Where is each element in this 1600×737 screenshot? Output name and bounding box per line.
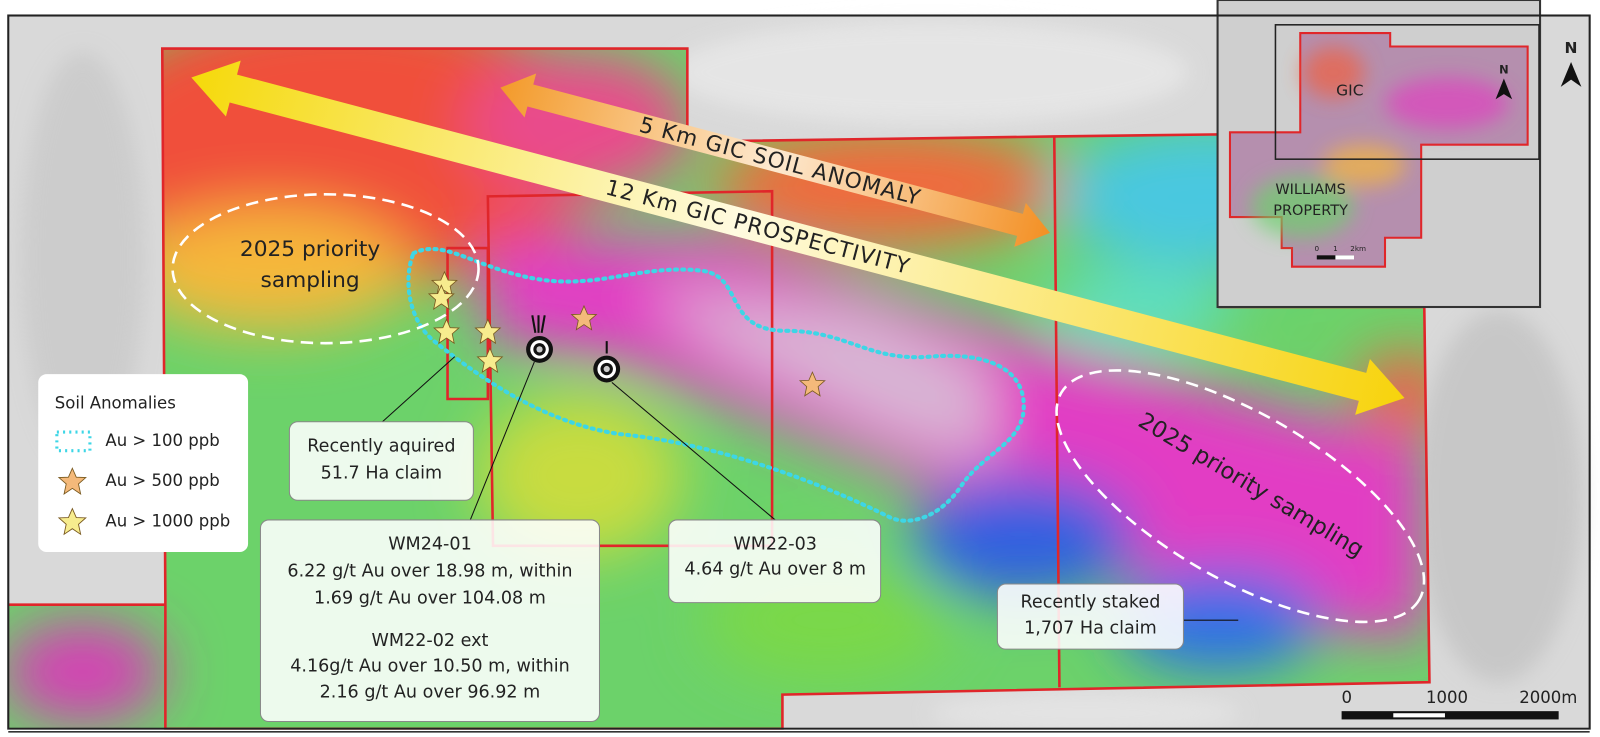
callout-boxes bbox=[259, 421, 1184, 723]
legend: Soil Anomalies Au > 100 ppb Au > 500 ppb… bbox=[38, 374, 249, 552]
scale-bar: 0 1000 2000m bbox=[1341, 688, 1577, 720]
scale-label: 1000 bbox=[1426, 688, 1468, 707]
inset-scale-label: 1 bbox=[1333, 244, 1338, 253]
callout-text: 6.22 g/t Au over 18.98 m, within bbox=[287, 562, 572, 582]
callout-text: 4.16g/t Au over 10.50 m, within bbox=[290, 657, 570, 677]
callout-text: 1,707 Ha claim bbox=[1024, 618, 1157, 638]
inset-label: PROPERTY bbox=[1273, 203, 1348, 219]
callout-text: 4.64 g/t Au over 8 m bbox=[684, 560, 866, 580]
hillshade-texture bbox=[20, 20, 1582, 734]
inset-north: N bbox=[1499, 62, 1509, 76]
callout-text: 1.69 g/t Au over 104.08 m bbox=[314, 588, 546, 608]
callout-text: WM22-02 ext bbox=[372, 631, 489, 651]
drill-holes bbox=[526, 315, 621, 383]
callout-text: 2.16 g/t Au over 96.92 m bbox=[320, 683, 541, 703]
soil-anomaly-100ppb bbox=[406, 246, 1026, 523]
inset-colors bbox=[1250, 46, 1510, 238]
callout-text: 51.7 Ha claim bbox=[321, 463, 443, 483]
map-frame bbox=[7, 14, 1591, 730]
priority-label: 2025 priority bbox=[240, 237, 381, 262]
priority-label: sampling bbox=[261, 268, 360, 293]
legend-symbol bbox=[55, 430, 92, 453]
scale-bar-segment bbox=[1393, 713, 1445, 718]
callout-text: WM24-01 bbox=[388, 535, 472, 555]
legend-label: Au > 500 ppb bbox=[105, 471, 219, 490]
inset-scale-label: 0 bbox=[1314, 244, 1319, 253]
priority-area-west bbox=[171, 193, 480, 345]
legend-title: Soil Anomalies bbox=[55, 394, 176, 413]
leader-lines bbox=[382, 356, 1239, 621]
legend-label: Au > 100 ppb bbox=[105, 431, 219, 450]
scale-bar-segment bbox=[1341, 711, 1559, 720]
inset-label: GIC bbox=[1336, 81, 1363, 99]
inset-label: WILLIAMS bbox=[1275, 182, 1346, 198]
priority-area-east bbox=[1055, 369, 1426, 624]
callout-text: WM22-03 bbox=[733, 535, 817, 555]
inset-north-arrow bbox=[1495, 78, 1513, 100]
scale-label: 2000m bbox=[1519, 688, 1577, 707]
callout-text: Recently staked bbox=[1021, 593, 1161, 613]
bottom-strip bbox=[0, 729, 1600, 737]
scale-label: 0 bbox=[1342, 688, 1353, 707]
inset-scale-bar bbox=[1335, 255, 1355, 260]
inset-map: GIC WILLIAMS PROPERTY N 0 1 2km bbox=[1216, 0, 1542, 309]
north-arrow bbox=[1560, 62, 1582, 87]
inset-extent bbox=[1274, 24, 1540, 160]
legend-box bbox=[38, 374, 249, 552]
legend-label: Au > 1000 ppb bbox=[105, 511, 230, 530]
north-label: N bbox=[1565, 39, 1578, 57]
inset-scale-label: 2km bbox=[1350, 244, 1366, 253]
callout-text: Recently aquired bbox=[307, 437, 455, 457]
